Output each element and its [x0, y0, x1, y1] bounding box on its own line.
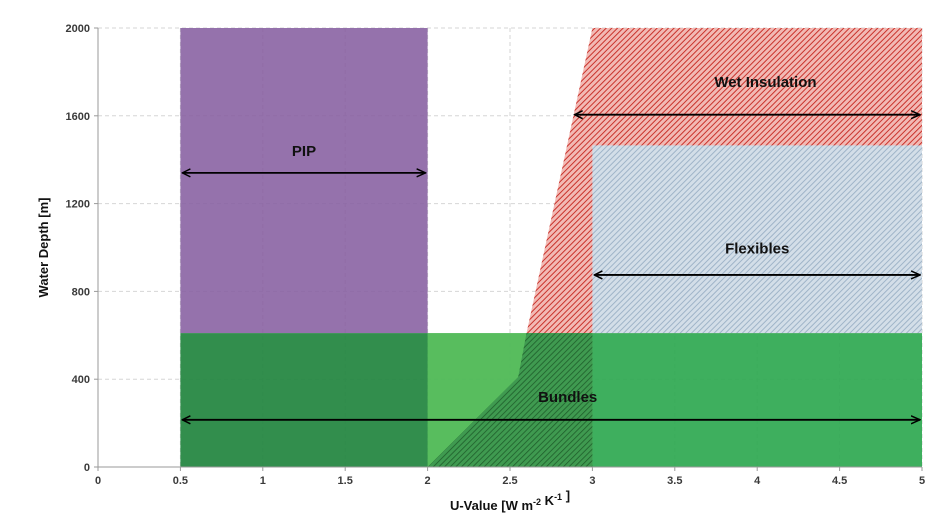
label-pip: PIP	[292, 143, 316, 160]
y-tick-label: 2000	[66, 23, 90, 35]
x-tick-label: 3.5	[667, 475, 682, 487]
x-tick-label: 2.5	[502, 475, 517, 487]
axes: 0 0.5 1 1.5 2 2.5 3 3.5 4 4.5 5 0 400 800 1200 1600 2000	[66, 23, 926, 487]
overlap-wet-insulation-bundles	[427, 333, 593, 467]
x-tick-label: 1.5	[338, 475, 353, 487]
y-tick-label: 1200	[66, 199, 90, 211]
y-tick-label: 800	[72, 286, 90, 298]
label-flexibles: Flexibles	[725, 241, 789, 258]
x-tick-label: 4	[754, 475, 761, 487]
y-axis-title: Water Depth [m]	[36, 198, 51, 298]
region-labels: PIP Wet Insulation Flexibles Bundles	[292, 74, 817, 406]
x-tick-label: 0.5	[173, 475, 188, 487]
x-axis-title: U-Value [W m-2 K-1 ]	[450, 488, 570, 513]
region-pip	[180, 28, 428, 334]
label-bundles: Bundles	[538, 389, 597, 406]
label-wet-insulation: Wet Insulation	[714, 74, 816, 91]
x-tick-label: 1	[260, 475, 266, 487]
y-tick-label: 1600	[66, 111, 90, 123]
region-flexibles	[592, 145, 922, 334]
y-tick-label: 0	[84, 462, 90, 474]
range-arrows	[182, 115, 920, 420]
x-tick-label: 4.5	[832, 475, 847, 487]
overlap-pip-bundles	[180, 333, 428, 467]
x-tick-label: 5	[919, 475, 925, 487]
x-tick-label: 3	[589, 475, 595, 487]
y-tick-label: 400	[72, 374, 90, 386]
x-tick-label: 2	[425, 475, 431, 487]
x-tick-label: 0	[95, 475, 101, 487]
overlays	[180, 333, 593, 467]
